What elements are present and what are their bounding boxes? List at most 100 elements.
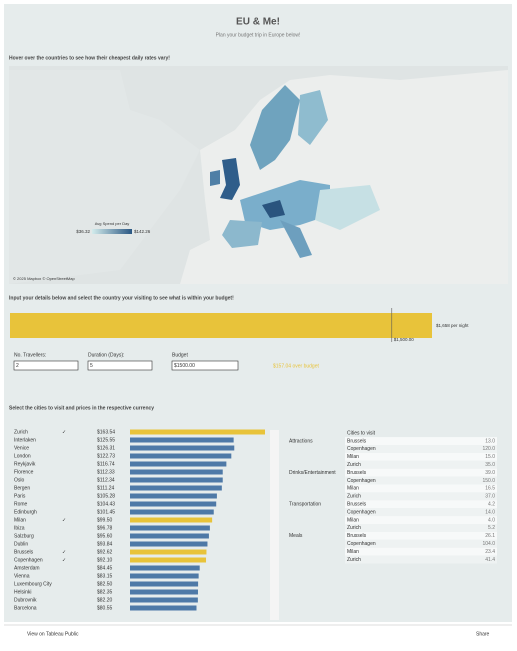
city-name[interactable]: Rome (14, 501, 28, 507)
city-bar[interactable] (130, 549, 207, 555)
costs-table: Attractions Brussels 13.0 Copenhagen 120.0 Mi… (289, 437, 497, 564)
city-bar[interactable] (130, 429, 265, 435)
city-name[interactable]: Zurich (14, 429, 28, 435)
cost-row (345, 547, 497, 556)
cost-city: Zurich (347, 462, 361, 468)
cost-row (345, 445, 497, 453)
legend-title: Avg Spend per Day (95, 221, 130, 226)
city-name[interactable]: Ibiza (14, 525, 25, 531)
cost-city: Milan (347, 454, 359, 460)
cost-row (345, 555, 497, 564)
city-name[interactable]: London (14, 453, 31, 459)
city-bar[interactable] (130, 445, 235, 451)
city-name[interactable]: Edinburgh (14, 509, 37, 515)
cost-value: 39.0 (485, 470, 495, 476)
cost-city: Milan (347, 486, 359, 492)
city-name[interactable]: Milan (14, 517, 26, 523)
city-bar[interactable] (130, 581, 199, 587)
city-check: ✓ (62, 429, 66, 435)
cost-city: Brussels (347, 502, 367, 508)
map-credit: © 2025 Mapbox © OpenStreetMap (13, 276, 75, 281)
city-bar[interactable] (130, 517, 213, 523)
city-name[interactable]: Oslo (14, 477, 25, 483)
city-price: $99.50 (97, 517, 113, 523)
budget-instruction: Input your details below and select the … (9, 295, 234, 301)
city-bar[interactable] (130, 437, 234, 443)
italy (280, 220, 312, 258)
field-input[interactable] (13, 360, 79, 371)
cost-value: 41.4 (485, 557, 495, 563)
city-check: ✓ (62, 549, 66, 555)
city-name[interactable]: Venice (14, 445, 29, 451)
city-price: $112.34 (97, 477, 115, 483)
city-name[interactable]: Luxembourg City (14, 581, 52, 587)
city-bar[interactable] (130, 533, 209, 539)
city-price: $84.45 (97, 565, 113, 571)
footer-link[interactable]: View on Tableau Public (27, 631, 79, 637)
spent-bar (10, 313, 432, 338)
city-bar[interactable] (130, 573, 199, 579)
city-bar[interactable] (130, 565, 200, 571)
city-bar[interactable] (130, 501, 217, 507)
cost-value: 4.0 (488, 517, 495, 523)
cost-city: Milan (347, 549, 359, 555)
city-name[interactable]: Paris (14, 493, 26, 499)
cost-value: 23.4 (485, 549, 495, 555)
city-bar[interactable] (130, 461, 227, 467)
city-name[interactable]: Florence (14, 469, 34, 475)
city-bar[interactable] (130, 469, 223, 475)
city-bar[interactable] (130, 525, 210, 531)
city-bar[interactable] (130, 485, 222, 491)
legend-gradient (92, 229, 132, 234)
city-bar[interactable] (130, 589, 198, 595)
field-input[interactable] (87, 360, 153, 371)
city-price: $83.15 (97, 573, 113, 579)
city-price: $82.35 (97, 589, 113, 595)
cost-row (345, 476, 497, 485)
city-name[interactable]: Amsterdam (14, 565, 40, 571)
city-price: $95.60 (97, 533, 113, 539)
city-bar[interactable] (130, 453, 232, 459)
spent-label: $1,658 per night (436, 323, 469, 328)
cost-value: 150.0 (482, 478, 495, 484)
city-check: ✓ (62, 517, 66, 523)
city-name[interactable]: Bergen (14, 485, 30, 491)
cost-value: 37.0 (485, 494, 495, 500)
cost-city: Copenhagen (347, 478, 376, 484)
city-name[interactable]: Interlaken (14, 437, 36, 443)
budget-chart: $1,658 per night $1,500.00 (10, 308, 469, 342)
city-price: $104.43 (97, 501, 115, 507)
field-label: Budget (172, 352, 188, 358)
city-name[interactable]: Reykjavik (14, 461, 36, 467)
city-price: $116.74 (97, 461, 115, 467)
cost-value: 120.0 (482, 446, 495, 452)
city-bar[interactable] (130, 557, 207, 563)
field-input[interactable] (171, 360, 239, 371)
city-name[interactable]: Helsinki (14, 589, 32, 595)
city-name[interactable]: Salzburg (14, 533, 34, 539)
cost-city: Milan (347, 517, 359, 523)
city-name[interactable]: Barcelona (14, 605, 37, 611)
city-bar[interactable] (130, 509, 214, 515)
city-name[interactable]: Dublin (14, 541, 28, 547)
city-name[interactable]: Copenhagen (14, 557, 43, 563)
city-bar[interactable] (130, 477, 223, 483)
budget-line-label: $1,500.00 (394, 337, 415, 342)
city-bar[interactable] (130, 605, 197, 611)
city-name[interactable]: Vienna (14, 573, 30, 579)
city-list: Zurich ✓ $163.54 Interlaken $125.55 Venice $12… (14, 429, 265, 611)
cost-row (345, 500, 497, 509)
scrollbar[interactable] (270, 430, 279, 620)
footer-share[interactable]: Share (476, 631, 490, 637)
cost-category: Drinks/Entertainment (289, 470, 336, 476)
city-bar[interactable] (130, 493, 217, 499)
cost-category: Meals (289, 533, 303, 539)
cost-city: Brussels (347, 438, 367, 444)
cost-value: 104.0 (482, 541, 495, 547)
city-name[interactable]: Dubrovnik (14, 597, 37, 603)
city-name[interactable]: Brussels (14, 549, 34, 555)
cost-value: 35.0 (485, 462, 495, 468)
city-bar[interactable] (130, 597, 198, 603)
city-bar[interactable] (130, 541, 208, 547)
